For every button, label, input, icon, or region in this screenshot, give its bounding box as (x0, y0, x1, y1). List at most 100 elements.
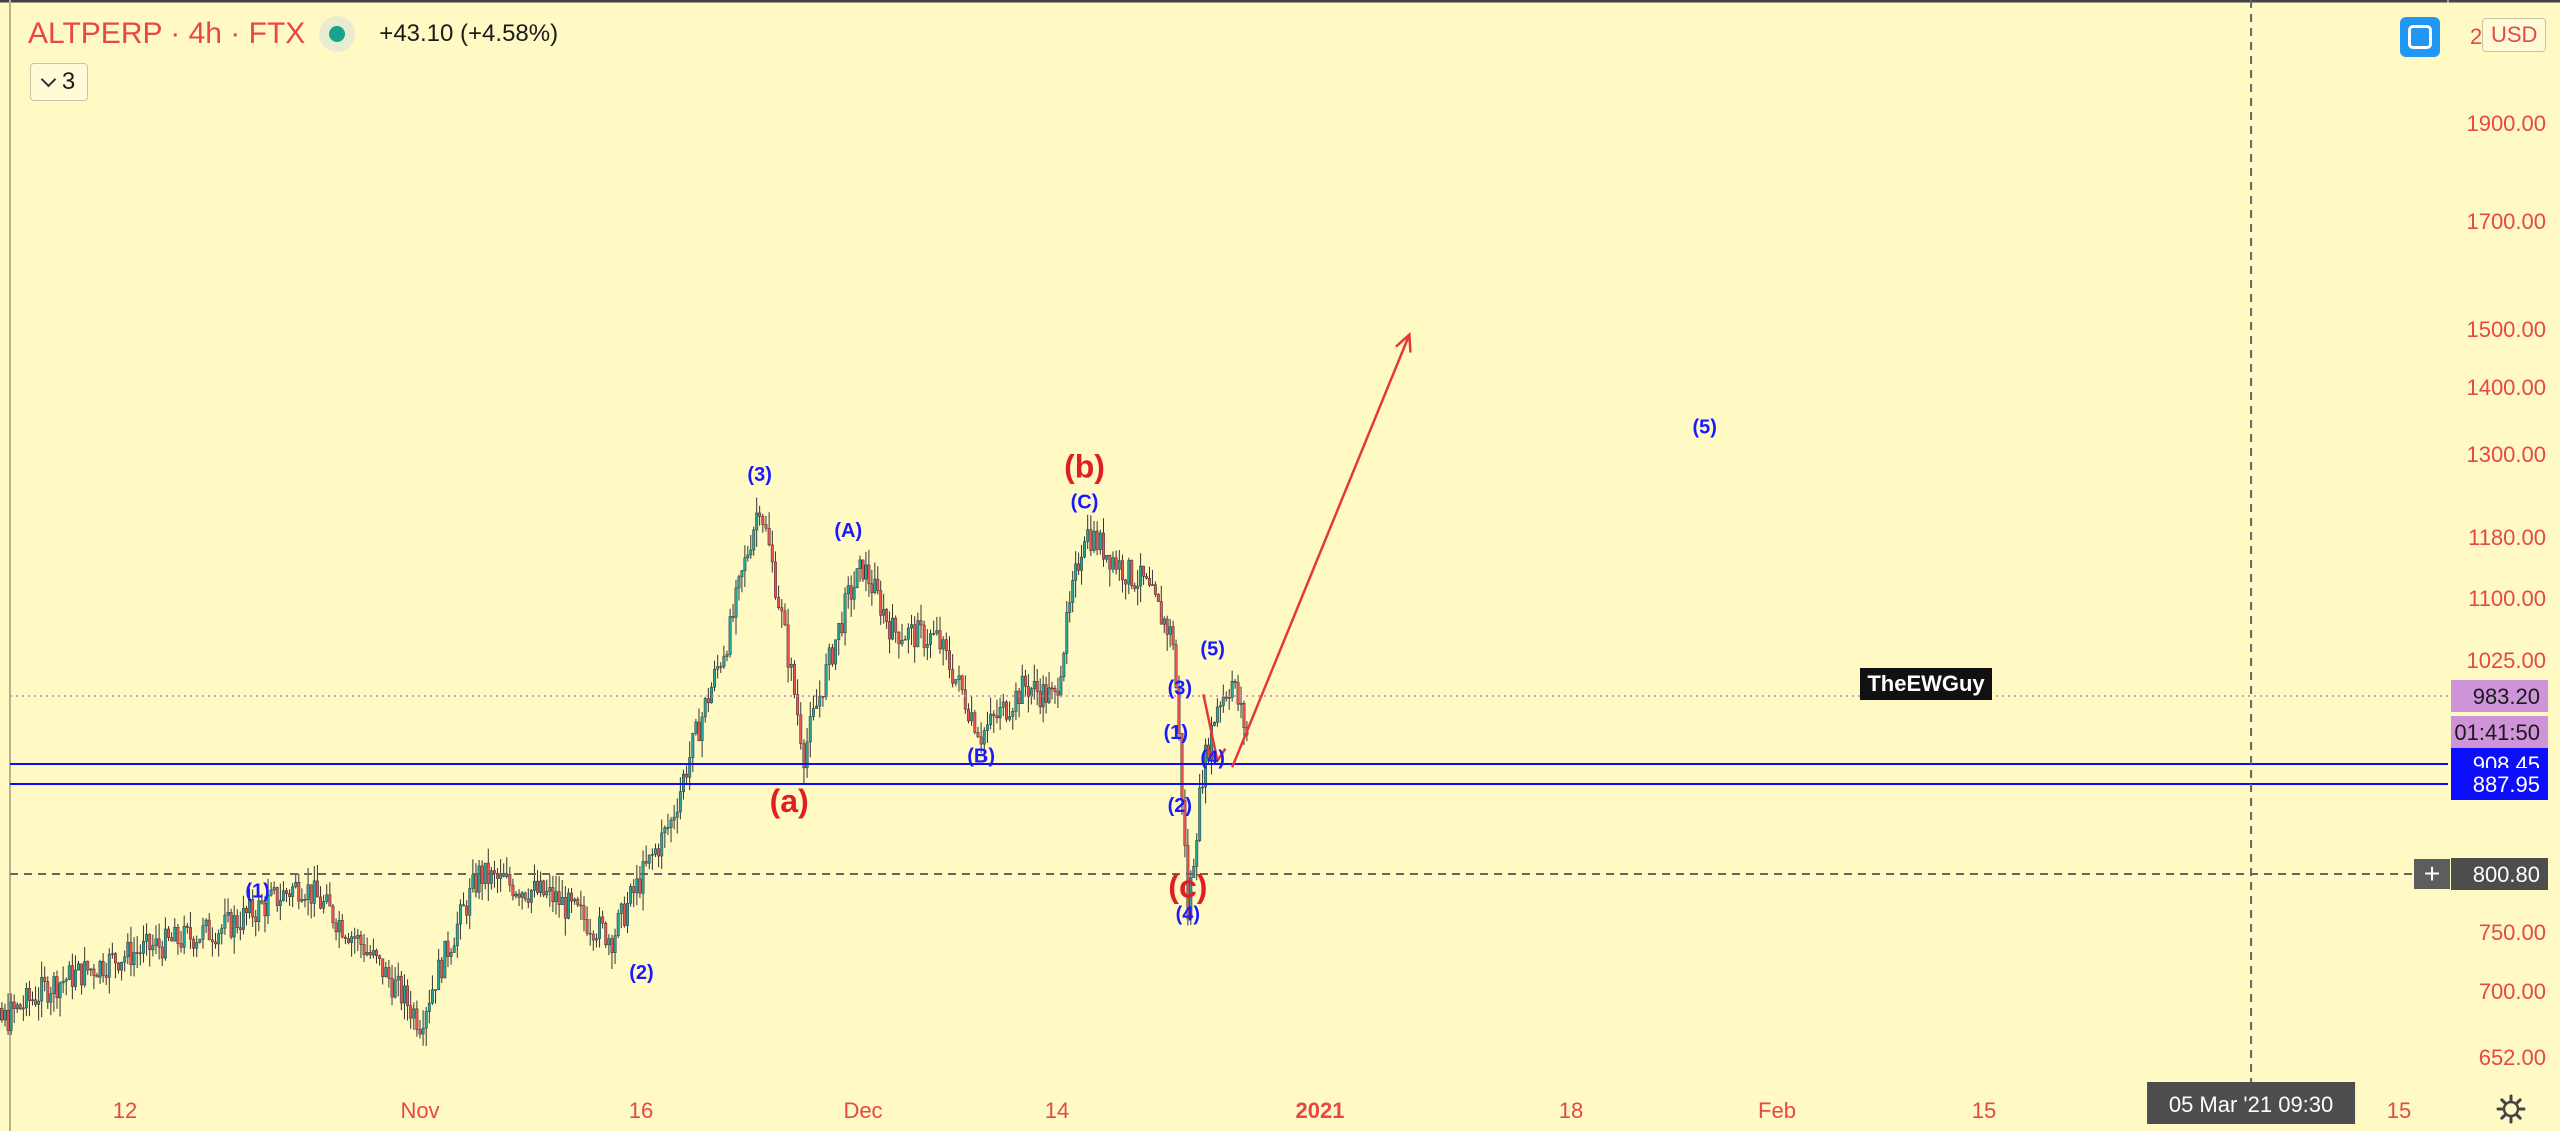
candle-body (1186, 845, 1190, 920)
candle-body (1180, 733, 1184, 801)
candle-body (903, 638, 907, 641)
indicators-toggle-button[interactable]: 3 (30, 63, 88, 101)
candle-body (353, 936, 357, 939)
candle-body (350, 936, 354, 943)
candle-body (1239, 703, 1243, 705)
add-alert-button[interactable]: + (2414, 858, 2450, 889)
candle-body (3, 1010, 7, 1021)
candle-body (446, 940, 450, 957)
candle-body (403, 985, 406, 1004)
candle-body (792, 663, 796, 695)
candle-body (951, 669, 955, 684)
candle-body (179, 943, 183, 948)
price-axis[interactable]: 1900.00 1700.00 1500.00 1400.00 1300.00 1180.… (2466, 24, 2546, 1070)
candle-body (563, 896, 567, 919)
wave-label: (4) (1200, 747, 1224, 769)
candle-body (235, 915, 239, 928)
candle-body (852, 587, 856, 600)
candle-body (465, 905, 469, 916)
candle-body (254, 916, 258, 922)
candle-body (458, 904, 462, 925)
candle-body (272, 887, 276, 891)
candle-body (1233, 681, 1237, 683)
candle-body (95, 975, 99, 978)
countdown-tag: 01:41:50 (2454, 720, 2540, 745)
wave-label: (c) (1168, 868, 1207, 904)
candle-body (1145, 576, 1148, 579)
candle-body (1095, 530, 1099, 550)
candle-body (396, 975, 400, 981)
candle-body (548, 887, 552, 892)
candle-body (12, 1001, 16, 1009)
candle-body (198, 938, 202, 943)
candle-body (796, 694, 800, 716)
candle-body (1008, 716, 1012, 720)
candle-body (1177, 687, 1181, 734)
candle-body (846, 585, 850, 595)
candle-body (229, 912, 233, 938)
candle-body (452, 945, 456, 953)
symbol-title[interactable]: ALTPERP · 4h · FTX (28, 17, 306, 50)
candle-body (1198, 787, 1202, 841)
candle-body (638, 878, 642, 894)
candle-body (703, 698, 707, 718)
candle-body (1038, 691, 1042, 708)
price-tick-label: 1100.00 (2468, 586, 2546, 611)
candle-body (1014, 690, 1018, 712)
candle-body (867, 564, 871, 585)
candle-body (440, 959, 444, 979)
last-price-tag-bg (2451, 680, 2548, 712)
candle-body (192, 938, 196, 949)
time-tick-label: 12 (113, 1098, 137, 1123)
candle-body (1136, 585, 1140, 589)
candle-body (15, 1004, 19, 1009)
candle-body (963, 689, 967, 710)
candle-body (167, 928, 170, 938)
candle-body (1130, 560, 1134, 587)
candle-body (489, 870, 493, 884)
candle-body (1139, 565, 1143, 587)
candle-body (368, 951, 372, 956)
candle-body (86, 961, 90, 971)
candle-body (1020, 675, 1024, 704)
candle-body (399, 975, 403, 1004)
candle-body (579, 904, 583, 907)
candle-body (554, 891, 558, 903)
price-tick-label: 1700.00 (2466, 209, 2546, 234)
candle-body (526, 898, 530, 903)
candle-body (542, 880, 546, 896)
candle-body (173, 926, 177, 942)
candle-body (251, 899, 255, 918)
time-axis[interactable]: 12 Nov 16 Dec 14 2021 18 Feb 15 15 05 Mar '21 09:3… (113, 1082, 2411, 1124)
candle-body (780, 607, 784, 612)
candle-body (830, 647, 834, 665)
candle-body (560, 896, 564, 905)
candle-body (477, 865, 481, 893)
candle-body (1189, 877, 1193, 920)
candle-body (1117, 560, 1121, 570)
time-tick-label: 15 (1972, 1098, 1996, 1123)
candle-body (340, 920, 344, 938)
wave-label: (1) (245, 880, 269, 902)
candle-body (864, 564, 868, 580)
candle-body (129, 941, 133, 966)
gear-icon[interactable] (2496, 1094, 2526, 1124)
candle-body (387, 967, 391, 979)
candle-body (1159, 601, 1163, 625)
price-tick-label: 1300.00 (2466, 442, 2546, 467)
candle-body (1121, 560, 1124, 581)
candle-body (882, 609, 886, 616)
candle-body (303, 899, 307, 901)
candle-body (101, 960, 105, 976)
auto-scale-button[interactable] (2400, 17, 2440, 57)
candle-body (770, 544, 774, 563)
candle-body (970, 712, 974, 722)
candle-body (861, 559, 865, 580)
candle-body (409, 1005, 413, 1019)
time-tick-label: 2021 (1296, 1098, 1345, 1123)
candle-body (52, 976, 56, 994)
currency-button[interactable]: USD (2482, 18, 2547, 52)
candle-body (55, 976, 59, 999)
candle-body (294, 882, 298, 888)
